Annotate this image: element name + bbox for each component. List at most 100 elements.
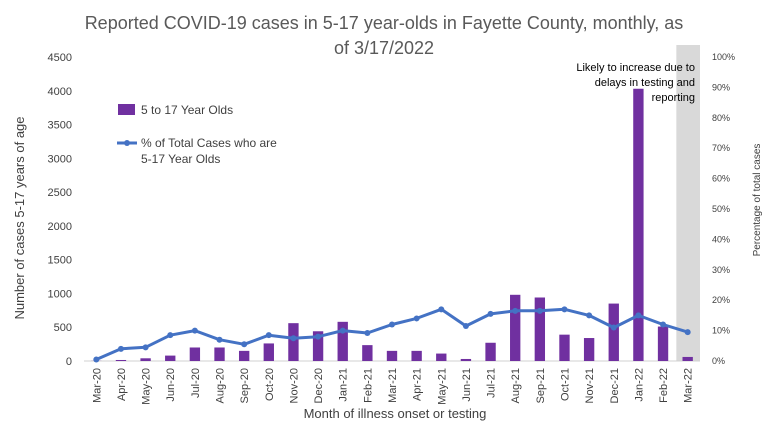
line-point (438, 306, 445, 313)
x-tick-label: Nov-20 (288, 368, 300, 403)
line-point (241, 341, 248, 348)
y2-tick-label: 40% (712, 234, 730, 244)
x-tick-label: Dec-21 (609, 368, 621, 403)
y2-tick-label: 10% (712, 326, 730, 336)
bar (485, 342, 496, 361)
line-point (536, 307, 543, 314)
x-tick-label: Mar-20 (91, 368, 103, 403)
y-tick-label: 4500 (48, 52, 72, 64)
bar (436, 353, 447, 361)
annotation-line-2: delays in testing and (595, 77, 695, 89)
y2-axis-title: Percentage of total cases (752, 144, 763, 257)
x-tick-label: Mar-21 (387, 368, 399, 403)
y-tick-label: 2500 (48, 187, 72, 199)
y2-tick-label: 70% (712, 143, 730, 153)
line-point (389, 321, 395, 328)
bar (189, 347, 201, 361)
legend-bar-label: 5 to 17 Year Olds (141, 103, 233, 117)
x-tick-label: Jan-22 (633, 368, 645, 402)
y2-tick-label: 60% (712, 174, 730, 184)
chart-title-line-2: of 3/17/2022 (334, 38, 434, 58)
x-tick-label: Jun-20 (165, 368, 177, 402)
line-point (290, 335, 297, 342)
y2-tick-label: 0% (712, 356, 725, 366)
line-point (265, 332, 272, 339)
annotation-line-3: reporting (652, 92, 695, 104)
bar (608, 303, 619, 361)
bar (238, 350, 250, 361)
x-tick-label: Nov-21 (584, 368, 596, 403)
line-point (315, 333, 322, 340)
x-tick-label: Oct-20 (264, 368, 276, 401)
bar (288, 323, 299, 361)
line-point (635, 312, 642, 319)
line-point (561, 306, 568, 313)
line-point (660, 321, 667, 328)
bar (214, 347, 225, 361)
bar-series (91, 88, 693, 362)
y-tick-label: 2000 (48, 221, 72, 233)
line-point (462, 323, 469, 330)
bar (534, 297, 546, 361)
x-tick-label: Sep-20 (239, 368, 251, 403)
line-point (93, 356, 100, 363)
y-tick-label: 1500 (48, 255, 72, 267)
y-tick-label: 1000 (48, 288, 72, 300)
bar (657, 326, 669, 361)
bar (337, 321, 348, 361)
x-tick-label: Jan-21 (338, 368, 350, 402)
x-tick-label: Feb-21 (362, 368, 374, 403)
annotation-line-1: Likely to increase due to (576, 62, 695, 74)
y-axis-title: Number of cases 5-17 years of age (12, 116, 27, 319)
line-point (364, 330, 371, 337)
line-point (512, 307, 519, 314)
line-point (684, 329, 691, 336)
y2-tick-label: 90% (712, 82, 730, 92)
bar (386, 350, 398, 361)
bar (583, 338, 595, 361)
bar (312, 331, 324, 361)
line-point (586, 312, 593, 319)
x-tick-label: Mar-22 (683, 368, 695, 403)
bar (633, 88, 644, 362)
x-tick-label: Apr-20 (116, 368, 128, 401)
x-tick-label: Feb-22 (658, 368, 670, 403)
legend-line-label-line-1: % of Total Cases who are (141, 136, 277, 150)
y2-tick-label: 30% (712, 265, 730, 275)
y-tick-label: 3000 (48, 153, 72, 165)
legend-line-label-line-2: 5-17 Year Olds (141, 152, 220, 166)
y2-tick-label: 100% (712, 52, 735, 62)
x-tick-label: Apr-21 (412, 368, 424, 401)
bar (510, 294, 521, 361)
bar (165, 355, 176, 361)
x-tick-label: Dec-20 (313, 368, 325, 403)
legend: 5 to 17 Year Olds % of Total Cases who a… (117, 103, 277, 166)
bar (411, 350, 422, 361)
line-point (487, 310, 494, 317)
y2-tick-label: 20% (712, 295, 730, 305)
annotation: Likely to increase due to delays in test… (576, 62, 695, 104)
x-tick-label: May-21 (436, 368, 448, 405)
x-tick-label: Jun-21 (461, 368, 473, 402)
line-point (413, 315, 420, 322)
y2-tick-label: 80% (712, 113, 730, 123)
bar (460, 358, 472, 361)
x-axis-ticks: Mar-20 Apr-20 May-20 Jun-20 Jul-20 Aug-20 Sep-… (91, 368, 694, 405)
y2-tick-label: 50% (712, 204, 730, 214)
x-tick-label: May-20 (141, 368, 153, 405)
y-tick-label: 4000 (48, 86, 72, 98)
bar (140, 358, 151, 361)
line-point (117, 345, 124, 352)
x-tick-label: Jul-21 (486, 368, 498, 398)
line-point (142, 344, 149, 351)
x-axis-title: Month of illness onset or testing (304, 406, 487, 421)
bar (682, 356, 693, 361)
bar (115, 359, 127, 361)
y-axis-left-ticks: 0 500 1000 1500 2000 2500 3000 3500 4000 4500 (48, 52, 72, 368)
bar (263, 343, 274, 361)
legend-bar-swatch (118, 104, 135, 115)
bar (559, 334, 570, 361)
bar (362, 345, 373, 361)
line-point (339, 327, 346, 334)
